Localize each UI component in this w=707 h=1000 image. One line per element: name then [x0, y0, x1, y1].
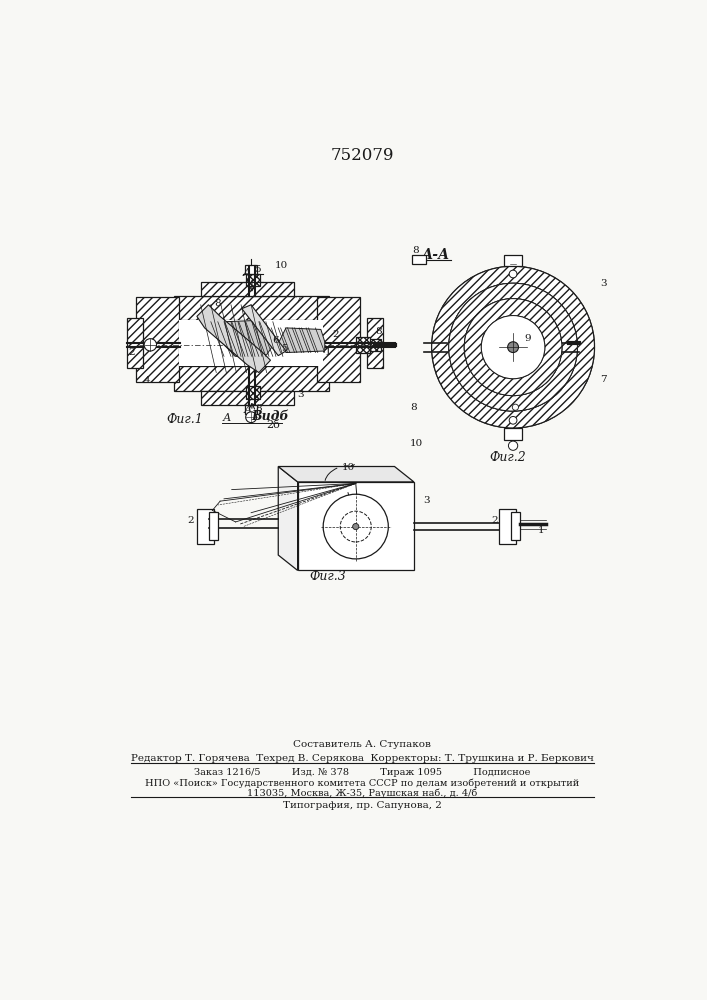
Circle shape	[509, 270, 517, 278]
Wedge shape	[449, 283, 578, 411]
Circle shape	[432, 266, 595, 428]
Bar	[504, 428, 522, 440]
Text: 752079: 752079	[330, 147, 394, 164]
Text: 10: 10	[274, 261, 288, 270]
Wedge shape	[464, 299, 562, 396]
Bar	[201, 391, 293, 405]
Text: Редактор Т. Горячева  Техред В. Серякова  Корректоры: Т. Трушкина и Р. Беркович: Редактор Т. Горячева Техред В. Серякова …	[131, 754, 593, 763]
Circle shape	[508, 342, 518, 353]
Bar	[209, 512, 218, 540]
Text: 8: 8	[410, 403, 416, 412]
Text: Фиг.1: Фиг.1	[166, 413, 203, 426]
Text: 8: 8	[375, 327, 382, 336]
Text: Фиг.3: Фиг.3	[309, 570, 346, 583]
Wedge shape	[432, 266, 595, 428]
Polygon shape	[242, 305, 286, 356]
Bar	[136, 297, 179, 382]
Bar	[317, 297, 360, 382]
Polygon shape	[279, 466, 414, 482]
Bar	[368, 339, 381, 351]
Text: 6: 6	[272, 336, 279, 345]
Text: 5: 5	[255, 265, 261, 274]
Circle shape	[508, 441, 518, 450]
Circle shape	[509, 416, 517, 424]
Bar	[246, 386, 259, 399]
Text: 2б: 2б	[343, 465, 356, 475]
Circle shape	[246, 412, 257, 423]
Circle shape	[449, 283, 578, 411]
Polygon shape	[218, 320, 274, 356]
Circle shape	[340, 511, 371, 542]
Bar	[368, 318, 383, 368]
Bar	[499, 509, 516, 544]
Text: 5: 5	[281, 344, 288, 353]
Text: 2: 2	[129, 348, 135, 357]
Text: 2: 2	[491, 516, 498, 525]
Bar	[412, 255, 426, 264]
Polygon shape	[279, 466, 298, 570]
Text: 113035, Москва, Ж-35, Раушская наб., д. 4/б: 113035, Москва, Ж-35, Раушская наб., д. …	[247, 788, 477, 798]
Text: 1: 1	[325, 348, 332, 357]
Text: 7: 7	[600, 375, 607, 384]
Circle shape	[464, 299, 562, 396]
Text: 8: 8	[214, 299, 221, 308]
Bar	[246, 274, 259, 286]
Text: 3: 3	[600, 279, 607, 288]
Bar	[246, 320, 258, 366]
Text: НПО «Поиск» Государственного комитета СССР по делам изобретений и открытий: НПО «Поиск» Государственного комитета СС…	[145, 778, 579, 788]
Text: 10: 10	[341, 463, 355, 472]
Bar	[504, 338, 522, 356]
Bar	[201, 282, 293, 296]
Text: Типография, пр. Сапунова, 2: Типография, пр. Сапунова, 2	[283, 801, 441, 810]
Bar	[245, 265, 257, 274]
Text: 8: 8	[412, 246, 419, 255]
Text: А: А	[223, 413, 230, 423]
Text: А-А: А-А	[421, 248, 450, 262]
Text: 3: 3	[298, 390, 304, 399]
Bar	[197, 509, 214, 544]
Text: 2: 2	[187, 516, 194, 525]
Text: 9: 9	[525, 334, 532, 343]
Bar	[356, 337, 370, 353]
Text: А: А	[243, 268, 252, 278]
Text: 2: 2	[332, 330, 339, 339]
Circle shape	[481, 316, 545, 379]
Bar	[257, 328, 268, 359]
Text: 7: 7	[293, 296, 300, 305]
Bar	[174, 366, 329, 391]
Text: Заказ 1216/5          Изд. № 378          Тираж 1095          Подписное: Заказ 1216/5 Изд. № 378 Тираж 1095 Подпи…	[194, 768, 530, 777]
Circle shape	[513, 404, 518, 410]
Bar	[179, 320, 323, 366]
Circle shape	[144, 339, 156, 351]
Bar	[174, 296, 329, 320]
Bar	[510, 512, 520, 540]
Polygon shape	[197, 305, 271, 373]
Text: 3: 3	[423, 496, 430, 505]
Bar	[235, 328, 247, 359]
Bar	[298, 482, 414, 570]
Text: А: А	[243, 405, 252, 415]
Text: Видб: Видб	[251, 410, 288, 423]
Bar	[127, 318, 143, 368]
Text: 10: 10	[410, 439, 423, 448]
Text: 4: 4	[144, 376, 151, 385]
Text: 8: 8	[255, 404, 262, 413]
Bar	[245, 405, 257, 414]
Text: Фиг.2: Фиг.2	[490, 451, 527, 464]
Circle shape	[353, 523, 359, 530]
Text: Составитель А. Ступаков: Составитель А. Ступаков	[293, 740, 431, 749]
Circle shape	[323, 494, 388, 559]
Bar	[504, 255, 522, 266]
Text: 2б: 2б	[267, 420, 281, 430]
Text: 1: 1	[538, 526, 544, 535]
Polygon shape	[279, 328, 325, 353]
